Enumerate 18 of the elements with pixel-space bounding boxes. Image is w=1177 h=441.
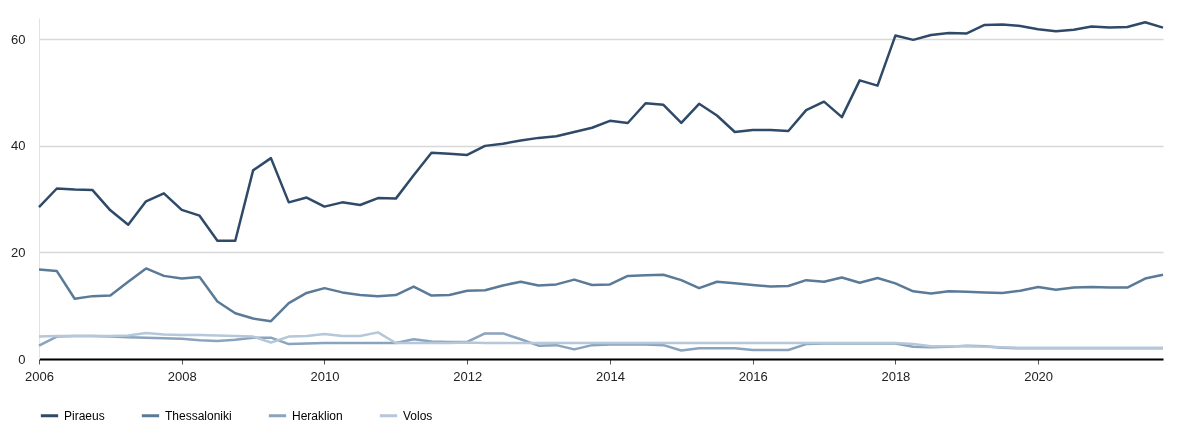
x-tick-label: 2006: [25, 368, 54, 384]
x-tick-label: 2010: [310, 368, 340, 384]
x-tick-label: 2018: [881, 368, 911, 384]
x-tick-label: 2016: [738, 368, 768, 384]
y-tick-label: 40: [11, 138, 26, 154]
line-series: [37, 21, 1165, 242]
legend-label: Volos: [403, 408, 433, 423]
y-tick-label: 20: [11, 244, 26, 260]
line-series: [37, 267, 1165, 323]
y-tick-label: 60: [11, 31, 26, 47]
y-tick-label: 0: [18, 351, 26, 367]
x-tick-label: 2020: [1024, 368, 1054, 384]
x-tick-label: 2012: [453, 368, 483, 384]
legend-label: Thessaloniki: [165, 408, 232, 423]
x-tick-label: 2014: [595, 368, 625, 384]
legend-label: Heraklion: [292, 408, 343, 423]
legend-label: Piraeus: [64, 408, 105, 423]
x-tick-label: 2008: [167, 368, 197, 384]
